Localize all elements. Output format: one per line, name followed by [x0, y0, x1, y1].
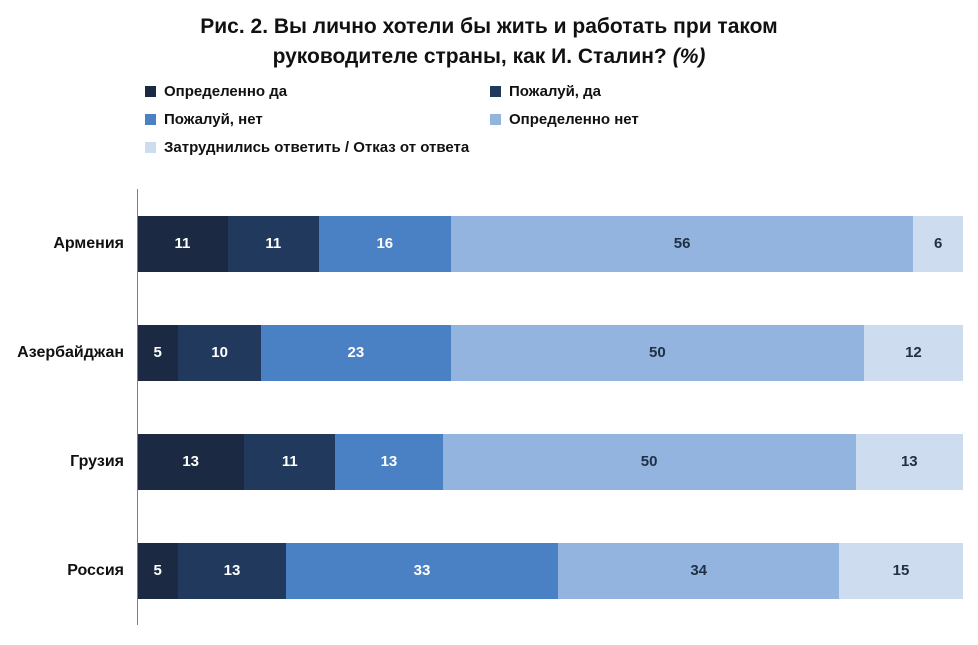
bar-segment: 50 [450, 324, 864, 381]
y-axis-line [137, 189, 138, 625]
bar-segment: 6 [913, 215, 963, 272]
bar-segment: 11 [227, 215, 319, 272]
legend-item: Затруднились ответить / Отказ от ответа [145, 139, 490, 156]
value-label: 50 [640, 453, 658, 470]
value-label: 12 [905, 344, 922, 361]
value-label: 15 [892, 562, 910, 579]
value-label: 11 [281, 453, 298, 470]
bar-segment: 56 [450, 215, 914, 272]
bar-segment: 13 [335, 433, 443, 490]
legend-item-label: Определенно да [164, 82, 288, 100]
value-label: 10 [211, 344, 228, 361]
bar-rows-container: Армения 11 11 16 56 6 Азербайджан 5 10 23 50 12 Груз… [0, 189, 978, 625]
bar-segment: 23 [260, 324, 451, 381]
category-label: Грузия [70, 452, 124, 470]
value-label: 50 [649, 344, 666, 361]
legend: Определенно да Пожалуй, да Пожалуй, нет Опр… [145, 83, 865, 156]
legend-marker-icon [145, 85, 156, 97]
bar-segment: 16 [318, 215, 451, 272]
bar-segment: 13 [178, 542, 286, 599]
legend-item-label: Пожалуй, нет [164, 110, 263, 128]
bar-segment: 33 [285, 542, 559, 599]
bar-segment: 11 [137, 215, 228, 272]
bar-segment: 15 [839, 542, 963, 599]
legend-marker-icon [490, 85, 501, 97]
chart-title-unit: (%) [672, 45, 706, 69]
chart-title-line1: Рис. 2. Вы лично хотели бы жить и работа… [200, 15, 778, 38]
bar-row: Россия 5 13 33 34 15 [0, 516, 978, 625]
bar-segment: 12 [863, 324, 963, 381]
bar-segment: 10 [178, 324, 261, 381]
legend-item-label: Определенно нет [509, 110, 639, 128]
bar-row: Грузия 13 11 13 50 13 [0, 407, 978, 516]
value-label: 6 [934, 235, 943, 252]
value-label: 13 [380, 453, 398, 470]
category-label: Армения [53, 234, 124, 252]
value-label: 11 [265, 235, 282, 252]
bar-area: 5 13 33 34 15 [137, 542, 963, 599]
bar-row: Азербайджан 5 10 23 50 12 [0, 298, 978, 407]
bar-row: Армения 11 11 16 56 6 [0, 189, 978, 298]
legend-item: Определенно нет [490, 111, 865, 128]
legend-marker-icon [145, 113, 156, 125]
value-label: 34 [690, 562, 707, 579]
legend-marker-icon [145, 141, 156, 153]
stacked-bar-chart: Армения 11 11 16 56 6 Азербайджан 5 10 23 50 12 Груз… [0, 189, 978, 625]
bar-segment: 5 [137, 324, 179, 381]
legend-item-label: Затруднились ответить / Отказ от ответа [164, 138, 470, 156]
value-label: 56 [673, 235, 691, 252]
bar-area: 13 11 13 50 13 [137, 433, 963, 490]
bar-area: 11 11 16 56 6 [137, 215, 963, 272]
legend-item: Пожалуй, нет [145, 111, 490, 128]
value-label: 5 [153, 562, 162, 579]
chart-title-line2: руководителе страны, как И. Сталин? [272, 45, 667, 69]
category-label: Россия [67, 561, 124, 579]
value-label: 23 [347, 344, 365, 361]
legend-marker-icon [490, 113, 501, 125]
value-label: 11 [174, 235, 191, 252]
bar-area: 5 10 23 50 12 [137, 324, 963, 381]
bar-segment: 5 [137, 542, 179, 599]
bar-segment: 13 [855, 433, 963, 490]
value-label: 13 [223, 562, 241, 579]
legend-item: Пожалуй, да [490, 83, 865, 100]
bar-segment: 11 [244, 433, 336, 490]
value-label: 13 [182, 453, 200, 470]
value-label: 13 [900, 453, 918, 470]
value-label: 5 [153, 344, 162, 361]
bar-segment: 34 [558, 542, 840, 599]
value-label: 16 [376, 235, 394, 252]
chart-title: Рис. 2. Вы лично хотели бы жить и работа… [0, 0, 978, 73]
legend-item: Определенно да [145, 83, 490, 100]
value-label: 33 [413, 562, 431, 579]
bar-segment: 13 [137, 433, 245, 490]
bar-segment: 50 [442, 433, 856, 490]
category-label: Азербайджан [17, 343, 124, 361]
legend-item-label: Пожалуй, да [509, 82, 601, 100]
